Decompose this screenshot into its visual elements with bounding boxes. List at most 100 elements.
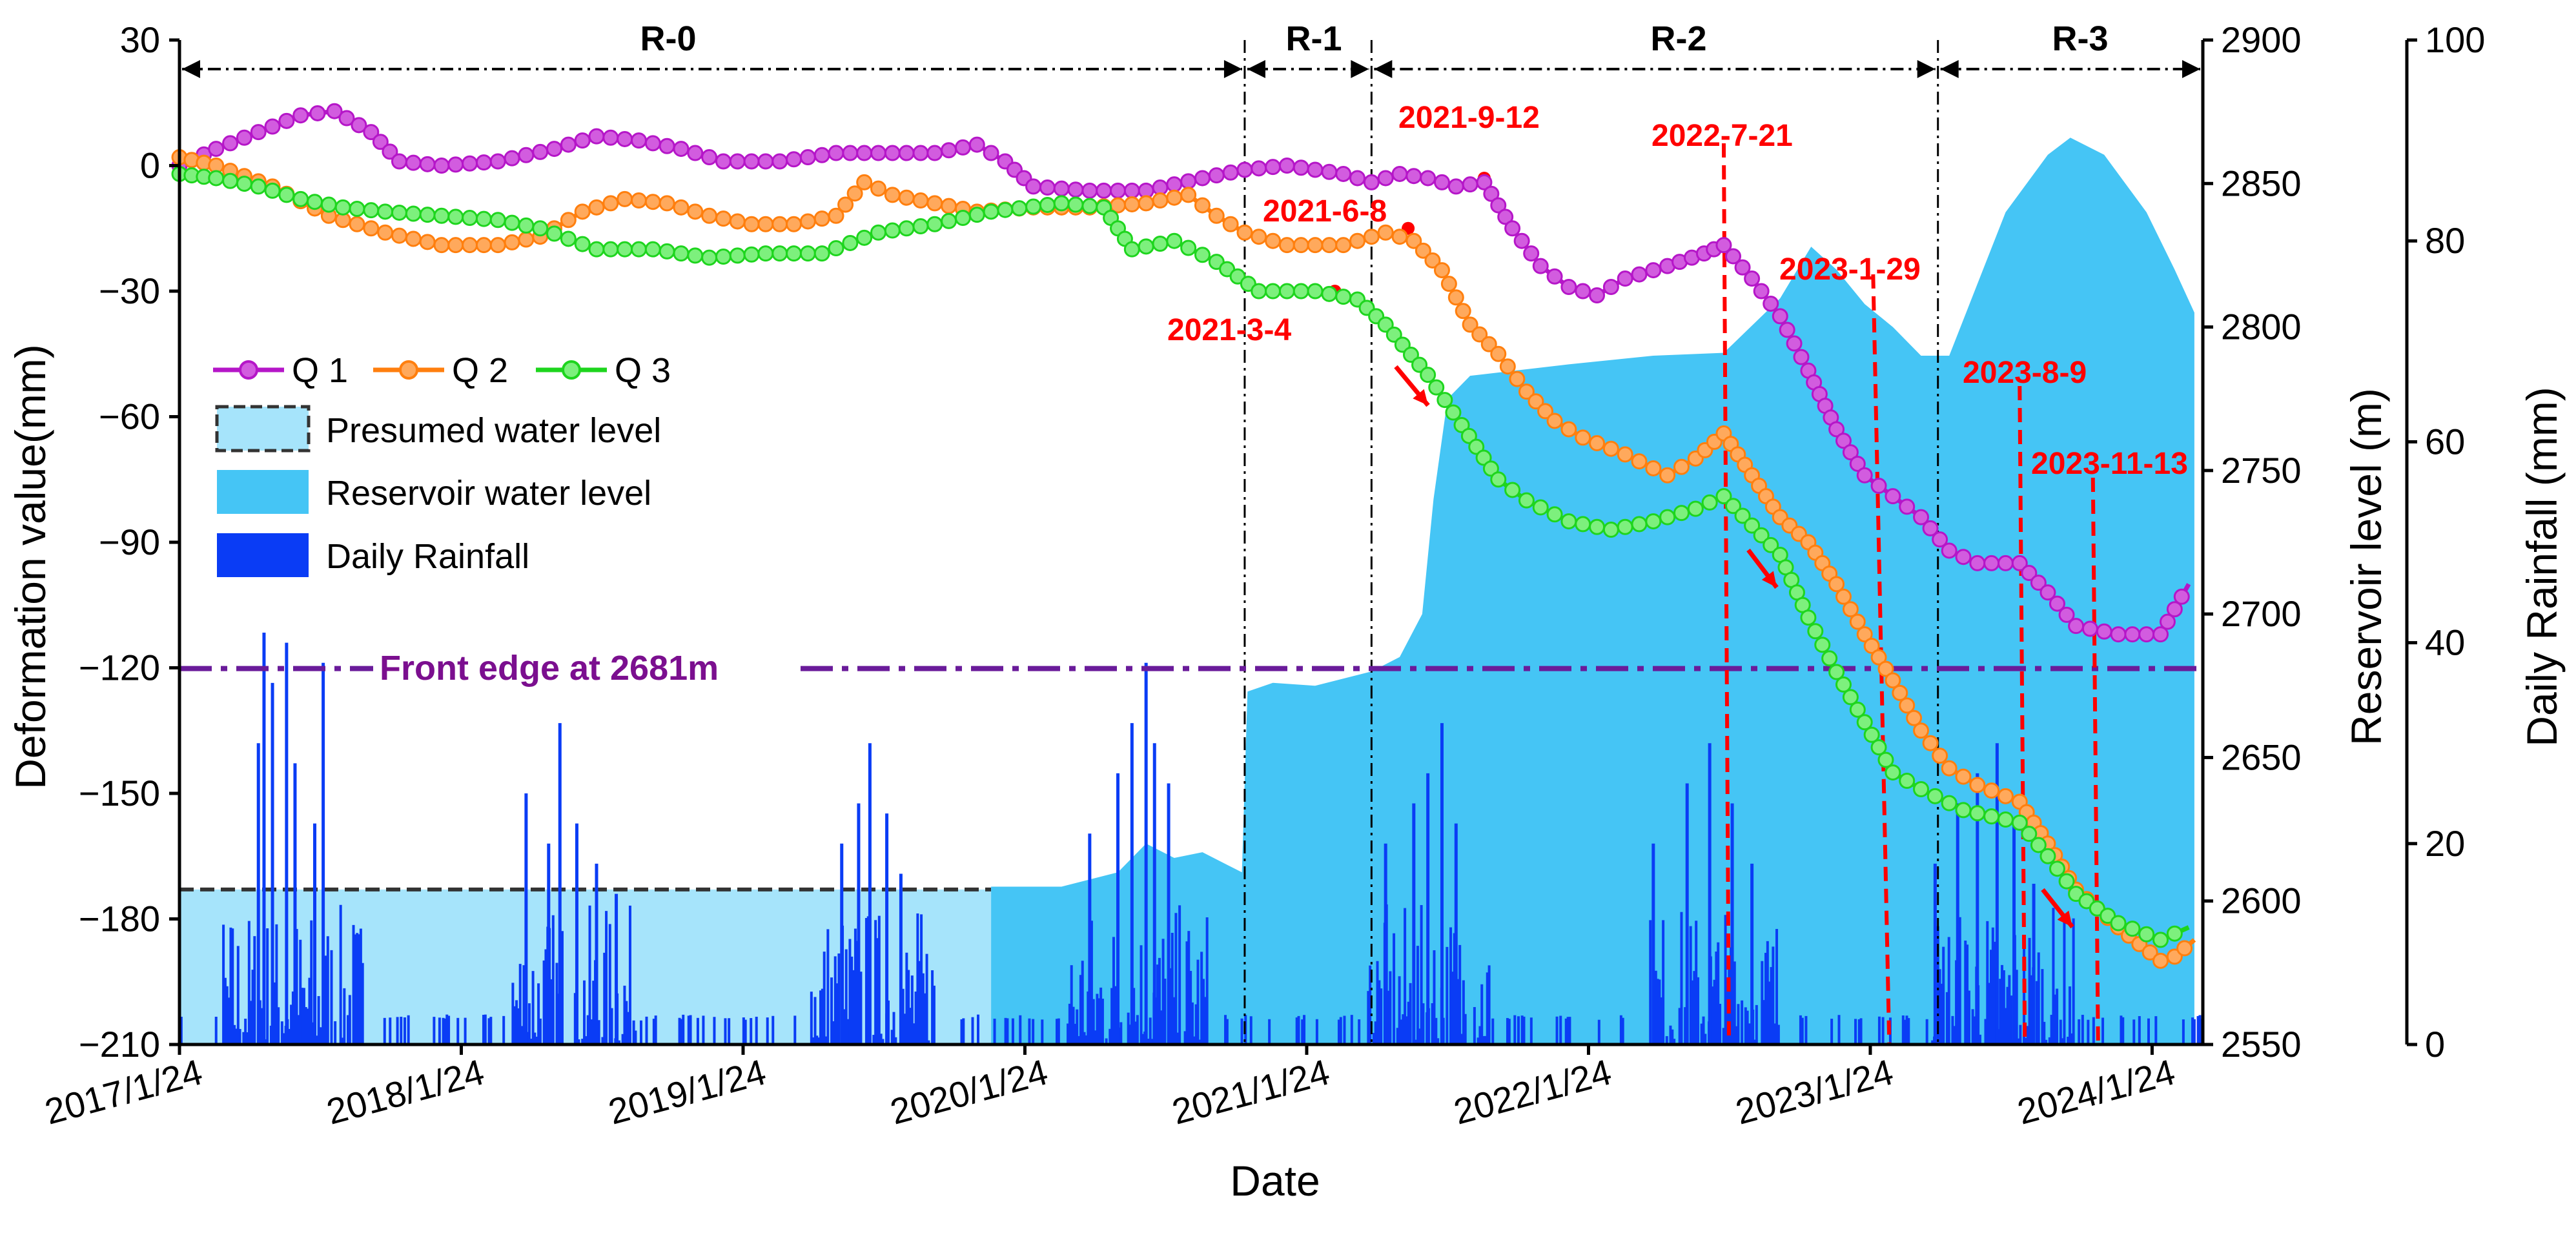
y3-tick-label: 40 (2425, 622, 2465, 663)
series-point (837, 196, 854, 213)
series-point (1800, 609, 1817, 626)
series-point (1701, 494, 1718, 511)
series-point (1460, 427, 1477, 444)
series-point (391, 227, 407, 244)
region-arrow-right (1351, 60, 1369, 78)
legend-q1-marker (239, 360, 258, 380)
region-label-r3: R-3 (2052, 19, 2108, 58)
series-point (1870, 649, 1887, 666)
series-point (1546, 268, 1563, 285)
series-point (349, 216, 365, 232)
series-point (1617, 518, 1633, 535)
series-point (1123, 241, 1140, 258)
series-point (1955, 549, 1972, 566)
y-tick-label: −120 (79, 647, 160, 688)
series-point (588, 199, 605, 216)
series-point (574, 236, 591, 252)
series-point (1763, 536, 1779, 553)
series-point (926, 216, 943, 232)
series-point (898, 145, 915, 161)
y3-tick-label: 60 (2425, 421, 2465, 462)
legend-q2-marker (399, 360, 418, 380)
series-point (1560, 513, 1577, 530)
region-arrow-left (1940, 60, 1959, 78)
series-point (2068, 618, 2085, 635)
series-point (475, 237, 492, 254)
series-point (1180, 187, 1197, 203)
series-point (2166, 601, 2183, 618)
series-point (278, 112, 295, 129)
series-point (2021, 565, 2038, 582)
series-point (1575, 283, 1591, 300)
series-point (1518, 492, 1535, 509)
series-point (1402, 347, 1419, 363)
y2-tick-label: 2550 (2221, 1024, 2302, 1065)
series-point (983, 203, 999, 220)
front-edge-label-bg (373, 646, 799, 691)
series-point (1673, 458, 1690, 475)
series-point (1786, 335, 1803, 352)
series-point (2021, 826, 2038, 842)
legend-rainfall-label: Daily Rainfall (326, 537, 529, 576)
legend-q3-marker (562, 360, 581, 380)
series-point (1983, 782, 2000, 799)
series-point (1772, 308, 1788, 325)
series-point (630, 192, 647, 209)
series-point (391, 153, 407, 170)
series-point (715, 249, 731, 265)
series-point (1025, 178, 1042, 195)
series-point (1518, 383, 1535, 400)
series-point (1453, 416, 1470, 433)
series-point (1532, 258, 1549, 274)
series-point (1251, 229, 1267, 245)
series-point (743, 216, 760, 232)
series-point (1335, 237, 1352, 254)
series-point (363, 124, 380, 141)
series-point (1377, 170, 1394, 187)
series-point (757, 216, 774, 232)
series-point (278, 187, 295, 203)
series-point (1307, 237, 1324, 254)
reservoir-water-level-area (991, 138, 2194, 1045)
series-point (1265, 232, 1282, 249)
series-point (307, 194, 323, 210)
series-point (1363, 229, 1380, 245)
y-axis-title: Deformation value(mm) (6, 344, 54, 790)
series-point (320, 196, 337, 213)
series-point (799, 245, 816, 262)
series-point (1913, 509, 1930, 525)
y-tick-label: 0 (140, 145, 160, 186)
y3-tick-label: 80 (2425, 220, 2465, 261)
series-point (2096, 623, 2112, 640)
series-point (1941, 795, 1958, 811)
series-point (687, 203, 704, 220)
series-point (1110, 182, 1127, 199)
x-axis-title: Date (1230, 1157, 1320, 1205)
series-point (1753, 527, 1770, 544)
trend-arrow-head (1761, 571, 1777, 587)
series-point (941, 198, 957, 214)
series-point (1673, 505, 1690, 522)
series-point (1011, 200, 1028, 217)
series-point (1537, 403, 1554, 420)
series-point (250, 178, 267, 195)
annotation-2023-8-9: 2023-8-9 (1963, 356, 2087, 390)
series-point (504, 214, 520, 231)
series-point (1617, 270, 1633, 287)
series-point (1602, 522, 1619, 538)
series-point (1793, 349, 1810, 365)
series-point (1455, 303, 1471, 320)
series-point (489, 237, 506, 254)
series-point (1391, 229, 1408, 245)
series-point (1123, 196, 1140, 212)
series-point (1490, 197, 1507, 214)
annotation-dashed-line (2018, 385, 2027, 1045)
series-point (2011, 814, 2028, 831)
series-point (828, 207, 844, 224)
series-point (382, 143, 398, 160)
series-point (884, 222, 901, 239)
series-point (462, 210, 478, 227)
series-point (2110, 626, 2127, 643)
region-arrow-left (182, 60, 200, 78)
